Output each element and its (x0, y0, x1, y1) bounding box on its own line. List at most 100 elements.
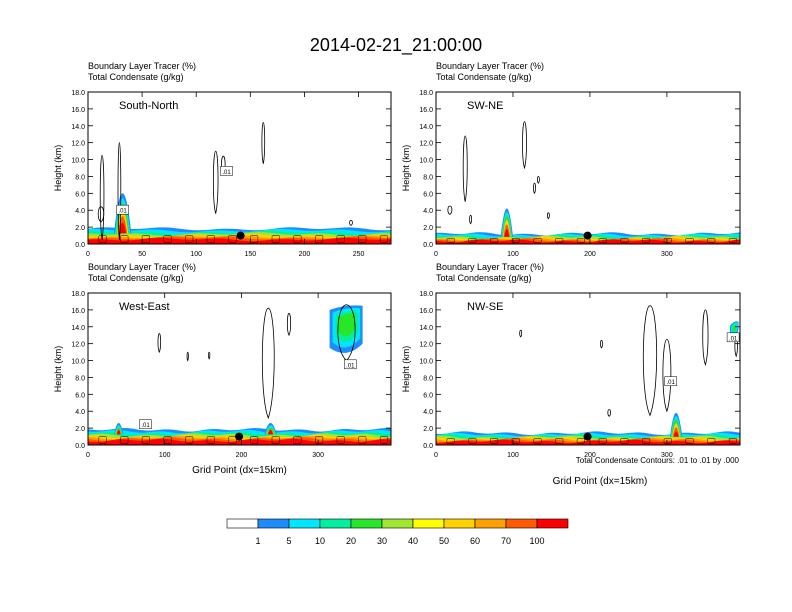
condensate-contour-low (185, 436, 194, 444)
condensate-contour (522, 121, 527, 170)
colorbar-swatch (536, 518, 569, 529)
x-tick-label: 100 (507, 452, 519, 459)
contour-label: .01 (346, 363, 355, 369)
condensate-contour-low (576, 438, 585, 444)
condensate-contour-low (533, 238, 542, 243)
tracer-plume-0-5 (119, 222, 127, 234)
condensate-contour-low (293, 235, 302, 243)
x-tick-label: 50 (138, 251, 146, 258)
condensate-contour-low (728, 238, 737, 243)
y-tick-label: 10.0 (71, 158, 85, 165)
condensate-contour-low (511, 438, 520, 444)
x-tick-label: 200 (584, 251, 596, 258)
y-tick-label: 16.0 (71, 107, 85, 114)
contour-label-box (220, 166, 233, 176)
condensate-contour-low (336, 235, 345, 243)
x-tick-label: 250 (353, 251, 365, 258)
x-tick-label: 200 (236, 452, 248, 459)
tracer-anvil-3 (732, 322, 737, 332)
location-marker (583, 231, 592, 240)
colorbar-swatch (257, 518, 290, 529)
colorbar-label: 5 (286, 536, 291, 546)
condensate-contour-low (468, 238, 477, 243)
x-tick-label: 0 (434, 452, 438, 459)
panel-frame (435, 292, 741, 446)
condensate-contour (337, 304, 356, 362)
y-tick-label: 16.0 (419, 308, 433, 315)
contour-label-box (139, 419, 152, 429)
condensate-contour (462, 135, 468, 202)
y-tick-label: 18.0 (71, 291, 85, 298)
panel-title-condensate: Total Condensate (g/kg) (436, 72, 532, 82)
condensate-contour-low (707, 438, 716, 444)
y-tick-label: 4.0 (423, 409, 433, 416)
condensate-contour-low (315, 436, 324, 444)
y-tick-label: 14.0 (71, 124, 85, 131)
condensate-contour (469, 214, 473, 225)
panel-frame (87, 292, 392, 446)
colorbar-label: 30 (377, 536, 387, 546)
condensate-contour-low (490, 238, 499, 243)
plot-area (436, 121, 740, 244)
condensate-contour-low (336, 436, 345, 444)
y-tick-label: 0.0 (423, 443, 433, 450)
panel-title-condensate: Total Condensate (g/kg) (88, 72, 184, 82)
y-axis-label: Height (km) (401, 145, 411, 192)
panel-nw-se: Boundary Layer Tracer (%)Total Condensat… (401, 262, 741, 487)
y-tick-label: 8.0 (423, 375, 433, 382)
condensate-contour-low (533, 438, 542, 444)
condensate-contour (600, 339, 603, 349)
condensate-contour (261, 307, 275, 420)
condensate-contour-low (98, 436, 107, 444)
colorbar-swatch (505, 518, 538, 529)
y-tick-label: 18.0 (419, 291, 433, 298)
condensate-contour (519, 329, 523, 338)
condensate-contour-low (663, 438, 672, 444)
contour-label: .01 (667, 380, 676, 386)
location-marker (235, 432, 244, 441)
condensate-contour-low (120, 235, 129, 243)
panel-frame (87, 91, 392, 245)
panel-title-condensate: Total Condensate (g/kg) (436, 273, 532, 283)
y-tick-label: 6.0 (423, 191, 433, 198)
x-tick-label: 200 (299, 251, 311, 258)
panel-label: NW-SE (467, 301, 503, 313)
condensate-contour (157, 333, 162, 354)
condensate-contour-low (228, 436, 237, 444)
condensate-contour-low (446, 438, 455, 444)
condensate-contour (208, 351, 211, 360)
condensate-contour-low (555, 238, 564, 243)
condensate-contour-low (185, 235, 194, 243)
tracer-anvil-3 (338, 313, 356, 337)
location-marker (583, 432, 592, 441)
y-tick-label: 16.0 (419, 107, 433, 114)
colorbar-label: 10 (315, 536, 325, 546)
colorbar-swatch (350, 518, 383, 529)
colorbar-swatch (288, 518, 321, 529)
condensate-contour-low (358, 436, 367, 444)
y-axis-label: Height (km) (401, 346, 411, 393)
panel-title-tracer: Boundary Layer Tracer (%) (436, 61, 544, 71)
y-tick-label: 14.0 (419, 124, 433, 131)
condensate-contour (99, 154, 105, 240)
condensate-contour-low (446, 238, 455, 243)
x-tick-label: 0 (86, 452, 90, 459)
panel-label: West-East (119, 301, 170, 313)
y-tick-label: 10.0 (71, 359, 85, 366)
condensate-contour-low (555, 438, 564, 444)
contour-label-box (664, 376, 677, 386)
condensate-contour-low (250, 436, 259, 444)
condensate-contour (212, 150, 219, 214)
condensate-contour-low (271, 436, 280, 444)
x-tick-label: 0 (434, 251, 438, 258)
contour-label: .01 (141, 423, 150, 429)
y-tick-label: 10.0 (419, 359, 433, 366)
condensate-contour (662, 338, 672, 413)
panel-south-north: Boundary Layer Tracer (%)Total Condensat… (53, 61, 392, 258)
x-tick-label: 300 (661, 452, 673, 459)
colorbar-swatch (319, 518, 352, 529)
panel-label: South-North (119, 100, 178, 112)
x-axis-label: Grid Point (dx=15km) (192, 465, 287, 476)
contour-label: .01 (222, 170, 231, 176)
